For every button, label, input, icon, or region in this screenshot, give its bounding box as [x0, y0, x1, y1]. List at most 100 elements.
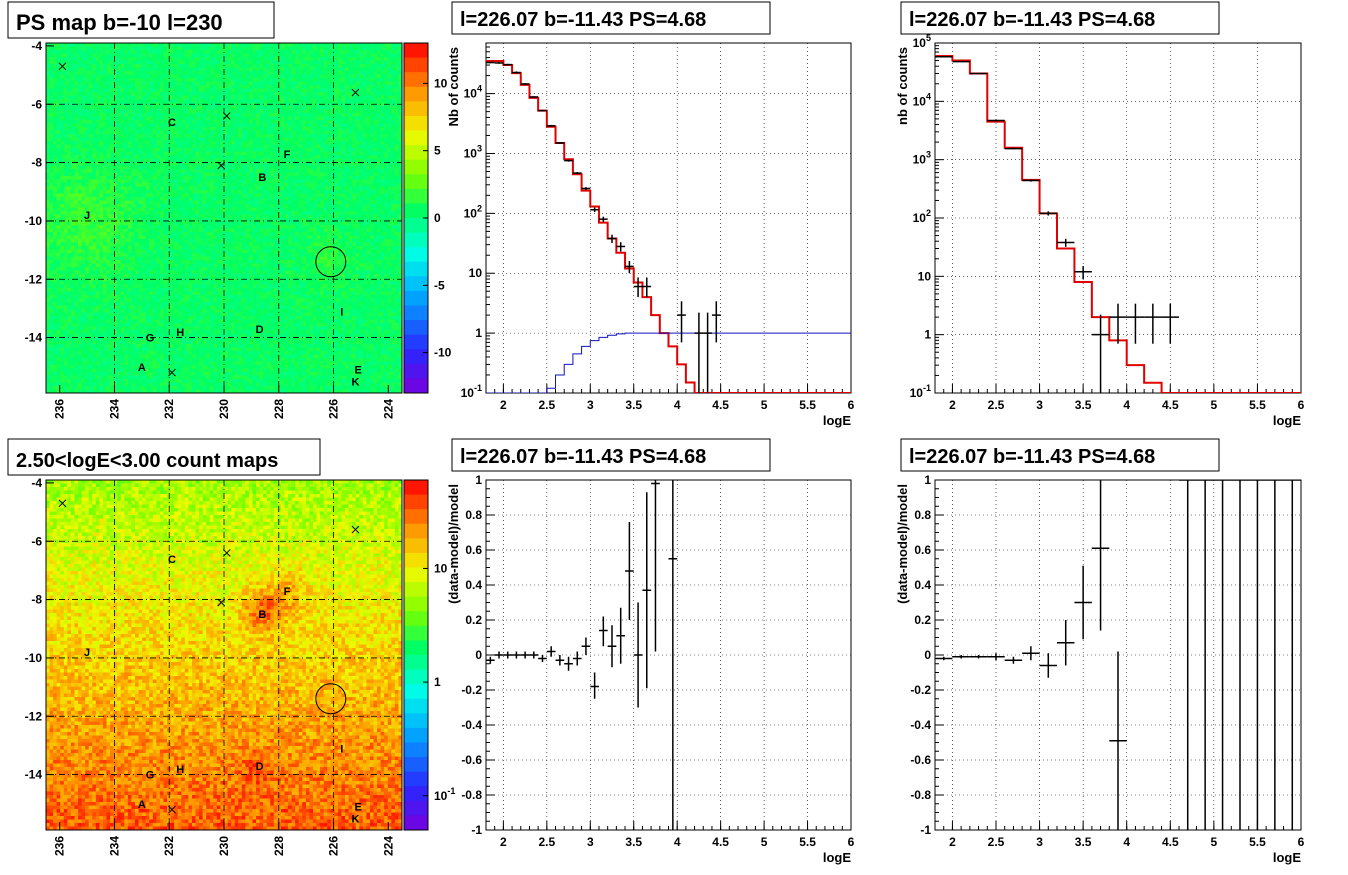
ps-cell: [117, 64, 122, 68]
ps-cell: [135, 218, 139, 222]
ps-cell: [163, 74, 168, 79]
ps-cell: [110, 386, 115, 390]
ps-cell: [170, 81, 175, 86]
ps-cell: [110, 57, 115, 61]
ps-cell: [202, 284, 207, 289]
ps-cell: [199, 134, 204, 138]
ps-cell: [78, 295, 82, 299]
ps-cell: [60, 71, 65, 75]
ps-cell: [213, 200, 218, 205]
ps-cell: [202, 204, 207, 208]
ps-cell: [181, 106, 186, 110]
ps-cell: [152, 53, 157, 58]
ps-cell: [127, 109, 132, 114]
ps-cell: [170, 169, 175, 173]
ps-cell: [152, 375, 157, 380]
ps-cell: [46, 302, 50, 306]
ps-cell: [95, 78, 100, 82]
ps-cell: [74, 368, 79, 373]
ps-cell: [177, 281, 182, 285]
ps-cell: [202, 288, 207, 292]
ps-cell: [113, 368, 118, 373]
ps-cell: [177, 302, 182, 306]
ps-cell: [127, 88, 132, 93]
ps-cell: [209, 232, 214, 236]
ps-cell: [81, 281, 86, 285]
ps-cell: [53, 162, 58, 166]
ps-cell: [216, 333, 221, 338]
ps-cell: [56, 347, 61, 352]
ps-cell: [78, 225, 82, 229]
ps-cell: [177, 316, 182, 320]
ps-cell: [159, 281, 164, 285]
ps-cell: [85, 284, 90, 289]
ps-cell: [88, 148, 93, 152]
ps-cell: [110, 193, 115, 198]
ps-cell: [106, 386, 111, 390]
ps-cell: [216, 309, 221, 313]
ps-cell: [67, 354, 72, 359]
ps-cell: [188, 151, 193, 156]
ps-cell: [191, 365, 196, 369]
ps-cell: [152, 207, 157, 212]
ps-cell: [159, 176, 164, 180]
ps-cell: [138, 88, 143, 93]
ps-cell: [46, 379, 50, 383]
ps-cell: [138, 330, 143, 334]
ps-cell: [131, 232, 136, 236]
ps-cell: [131, 263, 136, 268]
ps-cell: [216, 351, 221, 355]
ps-cell: [92, 78, 97, 82]
ps-cell: [135, 260, 139, 264]
ps-cell: [199, 92, 204, 96]
ps-cell: [81, 141, 86, 145]
ps-cell: [49, 274, 54, 278]
ps-cell: [127, 340, 132, 345]
ps-cell: [156, 71, 161, 75]
ps-cell: [88, 379, 93, 383]
ps-cell: [170, 165, 175, 170]
ps-cell: [117, 169, 122, 173]
ps-cell: [199, 288, 204, 292]
ps-cell: [78, 120, 82, 124]
ps-cell: [195, 50, 200, 54]
ps-cell: [63, 281, 68, 285]
ps-cell: [206, 53, 211, 58]
ps-cell: [156, 288, 161, 292]
ps-cell: [95, 151, 100, 156]
ps-cell: [127, 214, 132, 219]
ps-cell: [124, 183, 129, 187]
ps-cell: [95, 347, 100, 352]
ps-cell: [81, 386, 86, 390]
ps-cell: [127, 253, 132, 257]
ps-cell: [46, 288, 50, 292]
ps-cell: [49, 141, 54, 145]
ps-cell: [145, 92, 150, 96]
ps-cell: [213, 242, 218, 247]
ps-cell: [191, 67, 196, 72]
ps-cell: [206, 67, 211, 72]
ps-cell: [49, 372, 54, 376]
ps-cell: [191, 141, 196, 145]
ps-cell: [152, 298, 157, 303]
ps-cell: [202, 361, 207, 366]
ps-cell: [92, 144, 97, 149]
ps-cell: [145, 200, 150, 205]
ps-cell: [209, 141, 214, 145]
ps-cell: [95, 204, 100, 208]
ps-cell: [177, 228, 182, 233]
ps-cell: [199, 64, 204, 68]
ps-cell: [163, 347, 168, 352]
ps-cell: [85, 46, 90, 51]
ps-cell: [163, 330, 168, 334]
ps-cell: [60, 144, 65, 149]
ps-cell: [60, 274, 65, 278]
ps-cell: [53, 123, 58, 128]
ps-cell: [152, 354, 157, 359]
ps-cell: [149, 190, 154, 194]
ps-cell: [149, 337, 154, 341]
ps-cell: [56, 316, 61, 320]
ps-cell: [135, 176, 139, 180]
ps-cell: [216, 253, 221, 257]
ps-cell: [102, 368, 107, 373]
